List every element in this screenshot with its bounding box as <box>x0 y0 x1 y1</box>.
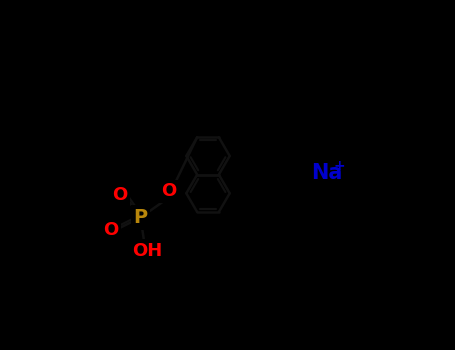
Text: Na: Na <box>311 163 342 183</box>
Text: O: O <box>112 186 127 204</box>
Text: OH: OH <box>132 241 163 260</box>
Text: O: O <box>103 221 119 239</box>
Text: O: O <box>162 182 177 201</box>
Text: P: P <box>133 208 147 227</box>
Text: +: + <box>333 159 345 173</box>
